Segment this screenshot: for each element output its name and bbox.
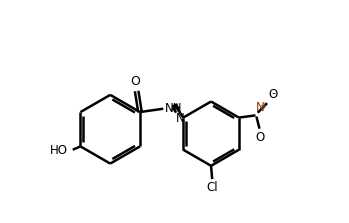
Text: N: N bbox=[176, 112, 185, 126]
Text: -: - bbox=[271, 88, 275, 98]
Text: +: + bbox=[259, 101, 267, 111]
Text: N: N bbox=[256, 101, 265, 114]
Text: O: O bbox=[131, 75, 141, 88]
Text: HO: HO bbox=[50, 144, 68, 157]
Text: Cl: Cl bbox=[206, 181, 218, 194]
Text: O: O bbox=[268, 88, 277, 101]
Text: O: O bbox=[255, 131, 264, 144]
Text: NH: NH bbox=[165, 102, 183, 115]
